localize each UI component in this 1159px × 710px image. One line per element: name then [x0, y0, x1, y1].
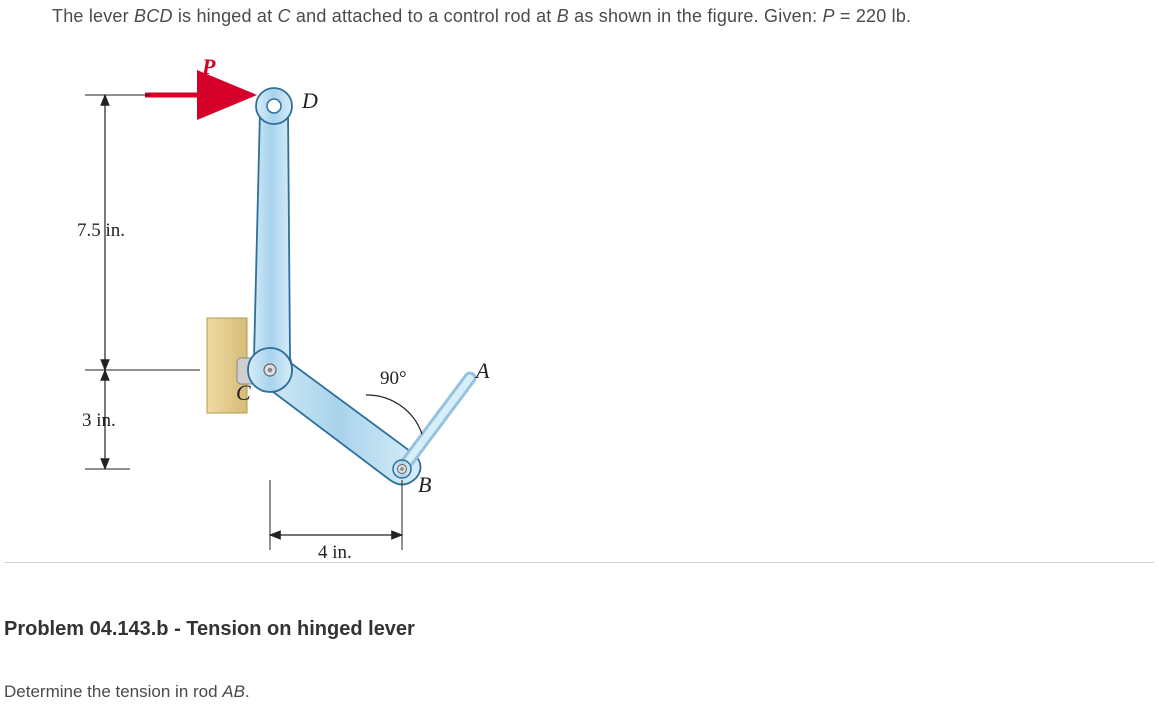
- arm-cd: [250, 88, 292, 389]
- stmt-prefix: The lever: [52, 6, 134, 26]
- figure: P D C B A 7.5 in. 3 in. 4 in. 90°: [40, 40, 560, 560]
- problem-statement: The lever BCD is hinged at C and attache…: [52, 6, 911, 27]
- label-a: A: [474, 358, 490, 383]
- stmt-pvar: P: [822, 6, 834, 26]
- pin-b-dot: [400, 467, 404, 471]
- stmt-b: B: [557, 6, 569, 26]
- problem-title: Problem 04.143.b - Tension on hinged lev…: [4, 618, 415, 641]
- stmt-peq: =: [835, 6, 856, 26]
- stmt-pval: 220 lb.: [856, 6, 911, 26]
- subtask-suffix: .: [245, 682, 250, 701]
- subtask-prefix: Determine the tension in rod: [4, 682, 222, 701]
- lever-diagram-svg: P D C B A 7.5 in. 3 in. 4 in. 90°: [40, 40, 560, 560]
- subtask-rod: AB: [222, 682, 245, 701]
- stmt-mid2: and attached to a control rod at: [291, 6, 557, 26]
- label-d: D: [301, 88, 318, 113]
- label-angle: 90°: [380, 368, 407, 389]
- rod-ab: [402, 378, 470, 469]
- stmt-mid1: is hinged at: [173, 6, 278, 26]
- pin-c-dot: [268, 368, 273, 373]
- label-b: B: [418, 472, 431, 497]
- label-p: P: [201, 54, 216, 79]
- subtask: Determine the tension in rod AB.: [4, 682, 250, 702]
- dimlabel-7p5: 7.5 in.: [77, 220, 125, 241]
- stmt-mid3: as shown in the figure. Given:: [569, 6, 823, 26]
- label-c: C: [236, 380, 251, 405]
- divider: [4, 562, 1154, 563]
- dimlabel-4: 4 in.: [318, 542, 352, 560]
- stmt-c: C: [278, 6, 291, 26]
- dim-4: [270, 480, 402, 550]
- dimlabel-3: 3 in.: [82, 410, 116, 431]
- stmt-lever: BCD: [134, 6, 173, 26]
